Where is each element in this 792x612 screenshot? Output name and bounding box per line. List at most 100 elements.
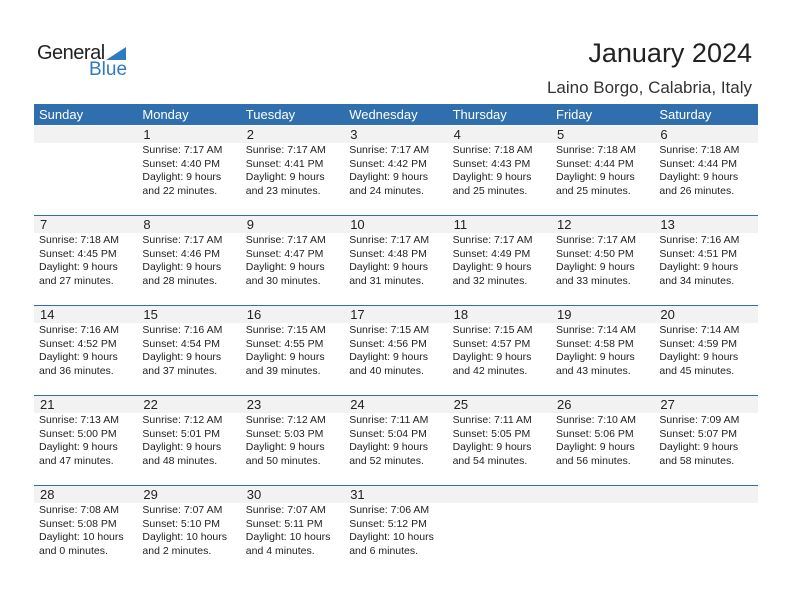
weekday-wednesday: Wednesday (349, 107, 418, 122)
daylight-text: Daylight: 9 hours (142, 351, 222, 363)
day-cell: 30 Sunrise: 7:07 AM Sunset: 5:11 PM Dayligh… (241, 486, 344, 574)
daylight-text: Daylight: 9 hours (142, 261, 222, 273)
day-cell: 7 Sunrise: 7:18 AM Sunset: 4:45 PM Daylight… (34, 216, 137, 304)
day-cell: 22 Sunrise: 7:12 AM Sunset: 5:01 PM Dayligh… (137, 396, 240, 484)
minutes-text: and 36 minutes. (39, 364, 114, 377)
day-cell: 10 Sunrise: 7:17 AM Sunset: 4:48 PM Dayligh… (344, 216, 447, 304)
day-cell: 12 Sunrise: 7:17 AM Sunset: 4:50 PM Dayligh… (551, 216, 654, 304)
sunrise-text: Sunrise: 7:15 AM (349, 324, 430, 336)
minutes-text: and 33 minutes. (556, 274, 631, 287)
minutes-text: and 42 minutes. (452, 364, 528, 377)
daylight-text: Daylight: 10 hours (142, 531, 228, 543)
minutes-text: and 37 minutes. (142, 364, 218, 377)
daylight-text: Daylight: 9 hours (39, 261, 118, 273)
day-number: 29 (143, 487, 158, 502)
sunset-text: Sunset: 4:44 PM (659, 157, 738, 170)
day-number: 17 (350, 307, 365, 322)
day-number: 7 (40, 217, 48, 232)
day-cell: 3 Sunrise: 7:17 AM Sunset: 4:42 PM Daylight… (344, 126, 447, 214)
minutes-text: and 0 minutes. (39, 544, 108, 557)
daylight-text: Daylight: 9 hours (142, 171, 222, 183)
weekday-saturday: Saturday (659, 107, 712, 122)
day-number: 27 (660, 397, 675, 412)
sunrise-text: Sunrise: 7:17 AM (245, 144, 326, 156)
day-cell: 4 Sunrise: 7:18 AM Sunset: 4:43 PM Daylight… (448, 126, 551, 214)
day-cell: 31 Sunrise: 7:06 AM Sunset: 5:12 PM Dayligh… (344, 486, 447, 574)
sunrise-text: Sunrise: 7:17 AM (349, 234, 430, 246)
day-cell: 28 Sunrise: 7:08 AM Sunset: 5:08 PM Dayligh… (34, 486, 137, 574)
sunset-text: Sunset: 4:57 PM (452, 337, 531, 350)
sunrise-text: Sunrise: 7:06 AM (349, 504, 430, 516)
daylight-text: Daylight: 9 hours (39, 351, 118, 363)
minutes-text: and 40 minutes. (349, 364, 424, 377)
day-number: 20 (660, 307, 675, 322)
sunset-text: Sunset: 4:50 PM (556, 247, 634, 260)
day-cell: 23 Sunrise: 7:12 AM Sunset: 5:03 PM Dayligh… (241, 396, 344, 484)
logo-triangle-icon (106, 47, 126, 60)
week-row: 14 Sunrise: 7:16 AM Sunset: 4:52 PM Dayligh… (34, 305, 758, 396)
sunset-text: Sunset: 4:47 PM (245, 247, 324, 260)
daylight-text: Daylight: 9 hours (245, 441, 325, 453)
day-cell: 1 Sunrise: 7:17 AM Sunset: 4:40 PM Daylight… (137, 126, 240, 214)
sunrise-text: Sunrise: 7:08 AM (39, 504, 119, 516)
sunrise-text: Sunrise: 7:16 AM (142, 324, 223, 336)
minutes-text: and 2 minutes. (142, 544, 212, 557)
day-cell: 18 Sunrise: 7:15 AM Sunset: 4:57 PM Dayligh… (448, 306, 551, 394)
minutes-text: and 24 minutes. (349, 184, 424, 197)
sunset-text: Sunset: 5:03 PM (245, 427, 324, 440)
sunset-text: Sunset: 5:01 PM (142, 427, 221, 440)
minutes-text: and 25 minutes. (452, 184, 528, 197)
day-number: 9 (246, 217, 255, 232)
minutes-text: and 48 minutes. (142, 454, 218, 467)
week-row: 7 Sunrise: 7:18 AM Sunset: 4:45 PM Daylight… (34, 215, 758, 306)
day-number: 11 (453, 217, 468, 232)
sunrise-text: Sunrise: 7:07 AM (142, 504, 223, 516)
sunrise-text: Sunrise: 7:11 AM (452, 414, 532, 426)
day-cell: 21 Sunrise: 7:13 AM Sunset: 5:00 PM Dayligh… (34, 396, 137, 484)
minutes-text: and 39 minutes. (245, 364, 321, 377)
sunset-text: Sunset: 5:08 PM (39, 517, 117, 530)
daylight-text: Daylight: 9 hours (556, 351, 635, 363)
daylight-text: Daylight: 9 hours (556, 441, 635, 453)
sunset-text: Sunset: 5:10 PM (142, 517, 221, 530)
day-cell: 8 Sunrise: 7:17 AM Sunset: 4:46 PM Daylight… (137, 216, 240, 304)
sunset-text: Sunset: 5:04 PM (349, 427, 427, 440)
logo-blue: Blue (89, 59, 128, 80)
minutes-text: and 32 minutes. (452, 274, 528, 287)
day-number: 16 (246, 307, 262, 322)
day-cell: 19 Sunrise: 7:14 AM Sunset: 4:58 PM Dayligh… (551, 306, 654, 394)
day-cell: 11 Sunrise: 7:17 AM Sunset: 4:49 PM Dayligh… (448, 216, 551, 304)
sunset-text: Sunset: 4:49 PM (452, 247, 531, 260)
daylight-text: Daylight: 9 hours (659, 441, 739, 453)
day-number: 5 (557, 127, 565, 142)
daylight-text: Daylight: 10 hours (349, 531, 434, 543)
day-number: 22 (143, 397, 158, 412)
minutes-text: and 30 minutes. (245, 274, 321, 287)
sunrise-text: Sunrise: 7:17 AM (142, 144, 223, 156)
day-cell: 13 Sunrise: 7:16 AM Sunset: 4:51 PM Dayligh… (654, 216, 757, 304)
day-number: 2 (246, 127, 255, 142)
weekday-tuesday: Tuesday (245, 107, 296, 122)
day-number: 19 (557, 307, 572, 322)
weekday-sunday: Sunday (39, 107, 84, 122)
minutes-text: and 45 minutes. (659, 364, 735, 377)
date-strip (34, 126, 758, 143)
sunset-text: Sunset: 4:46 PM (142, 247, 221, 260)
logo: General Blue (37, 42, 132, 82)
minutes-text: and 34 minutes. (659, 274, 735, 287)
sunrise-text: Sunrise: 7:18 AM (556, 144, 636, 156)
sunrise-text: Sunrise: 7:17 AM (349, 144, 430, 156)
sunset-text: Sunset: 5:11 PM (245, 517, 323, 530)
daylight-text: Daylight: 9 hours (659, 171, 739, 183)
day-cell: 6 Sunrise: 7:18 AM Sunset: 4:44 PM Daylight… (654, 126, 757, 214)
daylight-text: Daylight: 9 hours (349, 351, 428, 363)
minutes-text: and 58 minutes. (659, 454, 735, 467)
minutes-text: and 43 minutes. (556, 364, 631, 377)
day-number: 25 (453, 397, 469, 412)
day-number: 10 (350, 217, 365, 232)
page-title: January 2024 (588, 38, 752, 68)
daylight-text: Daylight: 9 hours (659, 261, 739, 273)
day-number: 30 (246, 487, 262, 502)
daylight-text: Daylight: 9 hours (349, 441, 428, 453)
sunrise-text: Sunrise: 7:17 AM (142, 234, 223, 246)
